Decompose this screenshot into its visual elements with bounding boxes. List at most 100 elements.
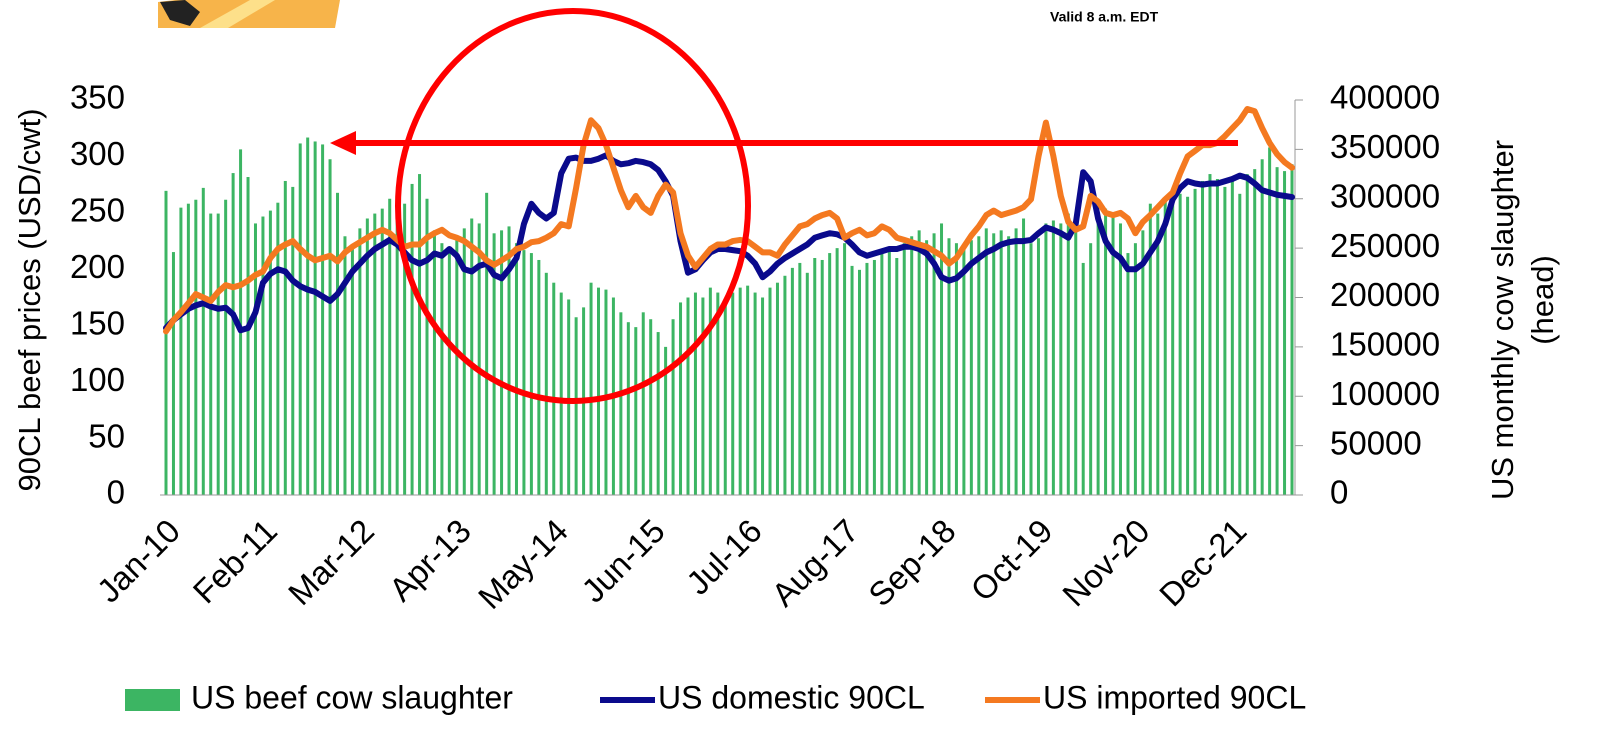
bar <box>641 312 645 495</box>
y2-tick-label: 400000 <box>1330 79 1440 116</box>
bar <box>671 319 675 495</box>
bar <box>283 180 287 495</box>
bar <box>679 302 683 495</box>
bar <box>626 322 630 495</box>
bar <box>373 213 377 495</box>
x-tick-label: Apr-13 <box>382 512 478 608</box>
map-shape <box>200 0 275 28</box>
bar <box>865 262 869 495</box>
bar <box>321 144 325 495</box>
bar <box>902 243 906 495</box>
bar <box>306 137 310 495</box>
bar <box>1290 164 1294 495</box>
bar <box>1066 213 1070 495</box>
bar <box>485 192 489 495</box>
bar <box>507 226 511 495</box>
bar <box>1215 179 1219 495</box>
bar <box>761 297 765 495</box>
header-text: Valid 8 a.m. EDT <box>1050 9 1159 25</box>
bar <box>1163 198 1167 495</box>
x-tick-label: Oct-19 <box>963 512 1059 608</box>
bar <box>440 243 444 495</box>
bar <box>1230 180 1234 495</box>
bar <box>514 243 518 495</box>
y2-tick-label: 350000 <box>1330 128 1440 165</box>
legend-label: US beef cow slaughter <box>191 679 513 715</box>
bar <box>1178 193 1182 495</box>
bar <box>1193 188 1197 495</box>
bar <box>164 190 168 495</box>
bar <box>656 332 660 495</box>
bar <box>775 282 779 495</box>
highlight-circle <box>395 8 751 404</box>
bar <box>395 193 399 495</box>
arrow-head <box>330 131 356 155</box>
bar <box>537 259 541 495</box>
x-tick-label: Jan-10 <box>90 512 188 610</box>
line <box>163 106 1295 335</box>
bar <box>835 248 839 495</box>
bar <box>268 210 272 495</box>
y2-tick-label: 0 <box>1330 474 1348 511</box>
bar <box>1029 243 1033 495</box>
bar <box>276 202 280 495</box>
bar <box>634 327 638 495</box>
bar <box>388 198 392 495</box>
bar <box>1089 243 1093 495</box>
bar <box>1126 253 1130 495</box>
legend-label: US imported 90CL <box>1043 679 1306 715</box>
bar <box>1096 218 1100 495</box>
bar <box>649 319 653 495</box>
map-shape <box>160 0 200 26</box>
bar <box>850 265 854 495</box>
bar <box>1186 196 1190 495</box>
bar <box>239 149 243 495</box>
bar <box>872 259 876 495</box>
bar <box>1104 208 1108 495</box>
bar <box>1141 230 1145 495</box>
bar <box>984 228 988 495</box>
bar <box>313 141 317 495</box>
x-tick-label: Aug-17 <box>764 512 865 613</box>
bar <box>880 253 884 495</box>
bar <box>701 297 705 495</box>
y2-tick-label: 200000 <box>1330 276 1440 313</box>
y-tick-label: 300 <box>70 135 125 172</box>
bar <box>328 159 332 495</box>
bar <box>231 173 235 495</box>
bar <box>1133 243 1137 495</box>
bar <box>209 213 213 495</box>
bar <box>186 203 190 495</box>
bar <box>343 236 347 495</box>
bar <box>969 240 973 495</box>
bar <box>895 258 899 495</box>
y2-tick-label: 300000 <box>1330 177 1440 214</box>
bar <box>1148 203 1152 495</box>
bar <box>559 292 563 495</box>
y2-axis-label: (head) <box>1525 255 1560 345</box>
bar <box>410 183 414 495</box>
bar <box>746 285 750 495</box>
bar <box>298 143 302 495</box>
bar <box>216 213 220 495</box>
y2-tick-label: 100000 <box>1330 375 1440 412</box>
bar <box>1111 213 1115 495</box>
bar <box>798 262 802 495</box>
bar <box>432 230 436 495</box>
bar <box>753 292 757 495</box>
bar <box>962 248 966 495</box>
bar <box>1059 223 1063 495</box>
bar <box>910 236 914 495</box>
bar <box>1051 220 1055 495</box>
bar <box>201 187 205 495</box>
bar <box>693 292 697 495</box>
x-tick-label: May-14 <box>471 512 575 616</box>
bar <box>664 346 668 495</box>
x-tick-label: Nov-20 <box>1055 512 1156 613</box>
legend-label: US domestic 90CL <box>658 679 925 715</box>
bar <box>619 312 623 495</box>
bar <box>365 218 369 495</box>
bar <box>992 233 996 495</box>
bar <box>253 223 257 495</box>
